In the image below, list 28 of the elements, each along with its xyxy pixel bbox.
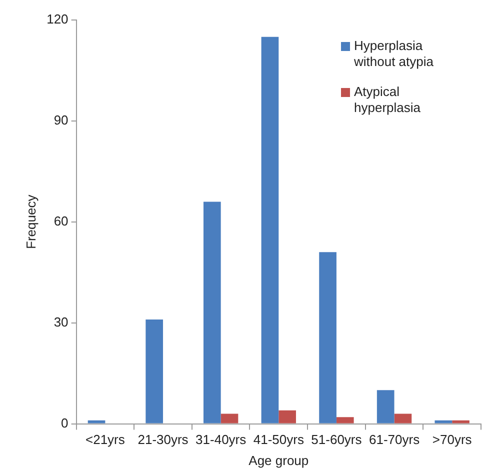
y-tick-label: 60 (54, 213, 68, 228)
bar (261, 36, 279, 424)
bar (319, 252, 336, 424)
bar (220, 414, 238, 424)
x-tick-label: 41-50yrs (253, 432, 304, 448)
bar (278, 410, 296, 424)
y-tick-label: 0 (61, 415, 68, 430)
y-tick-label: 30 (54, 314, 68, 330)
y-axis-title: Frequecy (23, 194, 38, 249)
x-tick-label: 31-40yrs (196, 432, 247, 448)
bar (146, 319, 164, 424)
legend-label: Atypical hyperplasia (354, 84, 422, 116)
x-tick-label: 51-60yrs (311, 432, 362, 448)
bar (336, 417, 354, 424)
y-tick-label: 120 (46, 12, 68, 27)
x-tick-label: >70yrs (432, 432, 472, 448)
bar (394, 414, 412, 424)
y-tick-label: 90 (54, 112, 68, 128)
legend-label: Hyperplasia without atypia (354, 38, 434, 70)
x-axis-title: Age group (248, 452, 309, 468)
x-tick-label: 21-30yrs (138, 432, 189, 448)
bar (88, 420, 106, 424)
bar (203, 202, 221, 424)
bar (376, 390, 394, 424)
x-tick-label: 61-70yrs (368, 432, 420, 448)
bar (434, 420, 452, 424)
x-tick-label: <21yrs (86, 432, 126, 448)
bar (452, 420, 470, 424)
